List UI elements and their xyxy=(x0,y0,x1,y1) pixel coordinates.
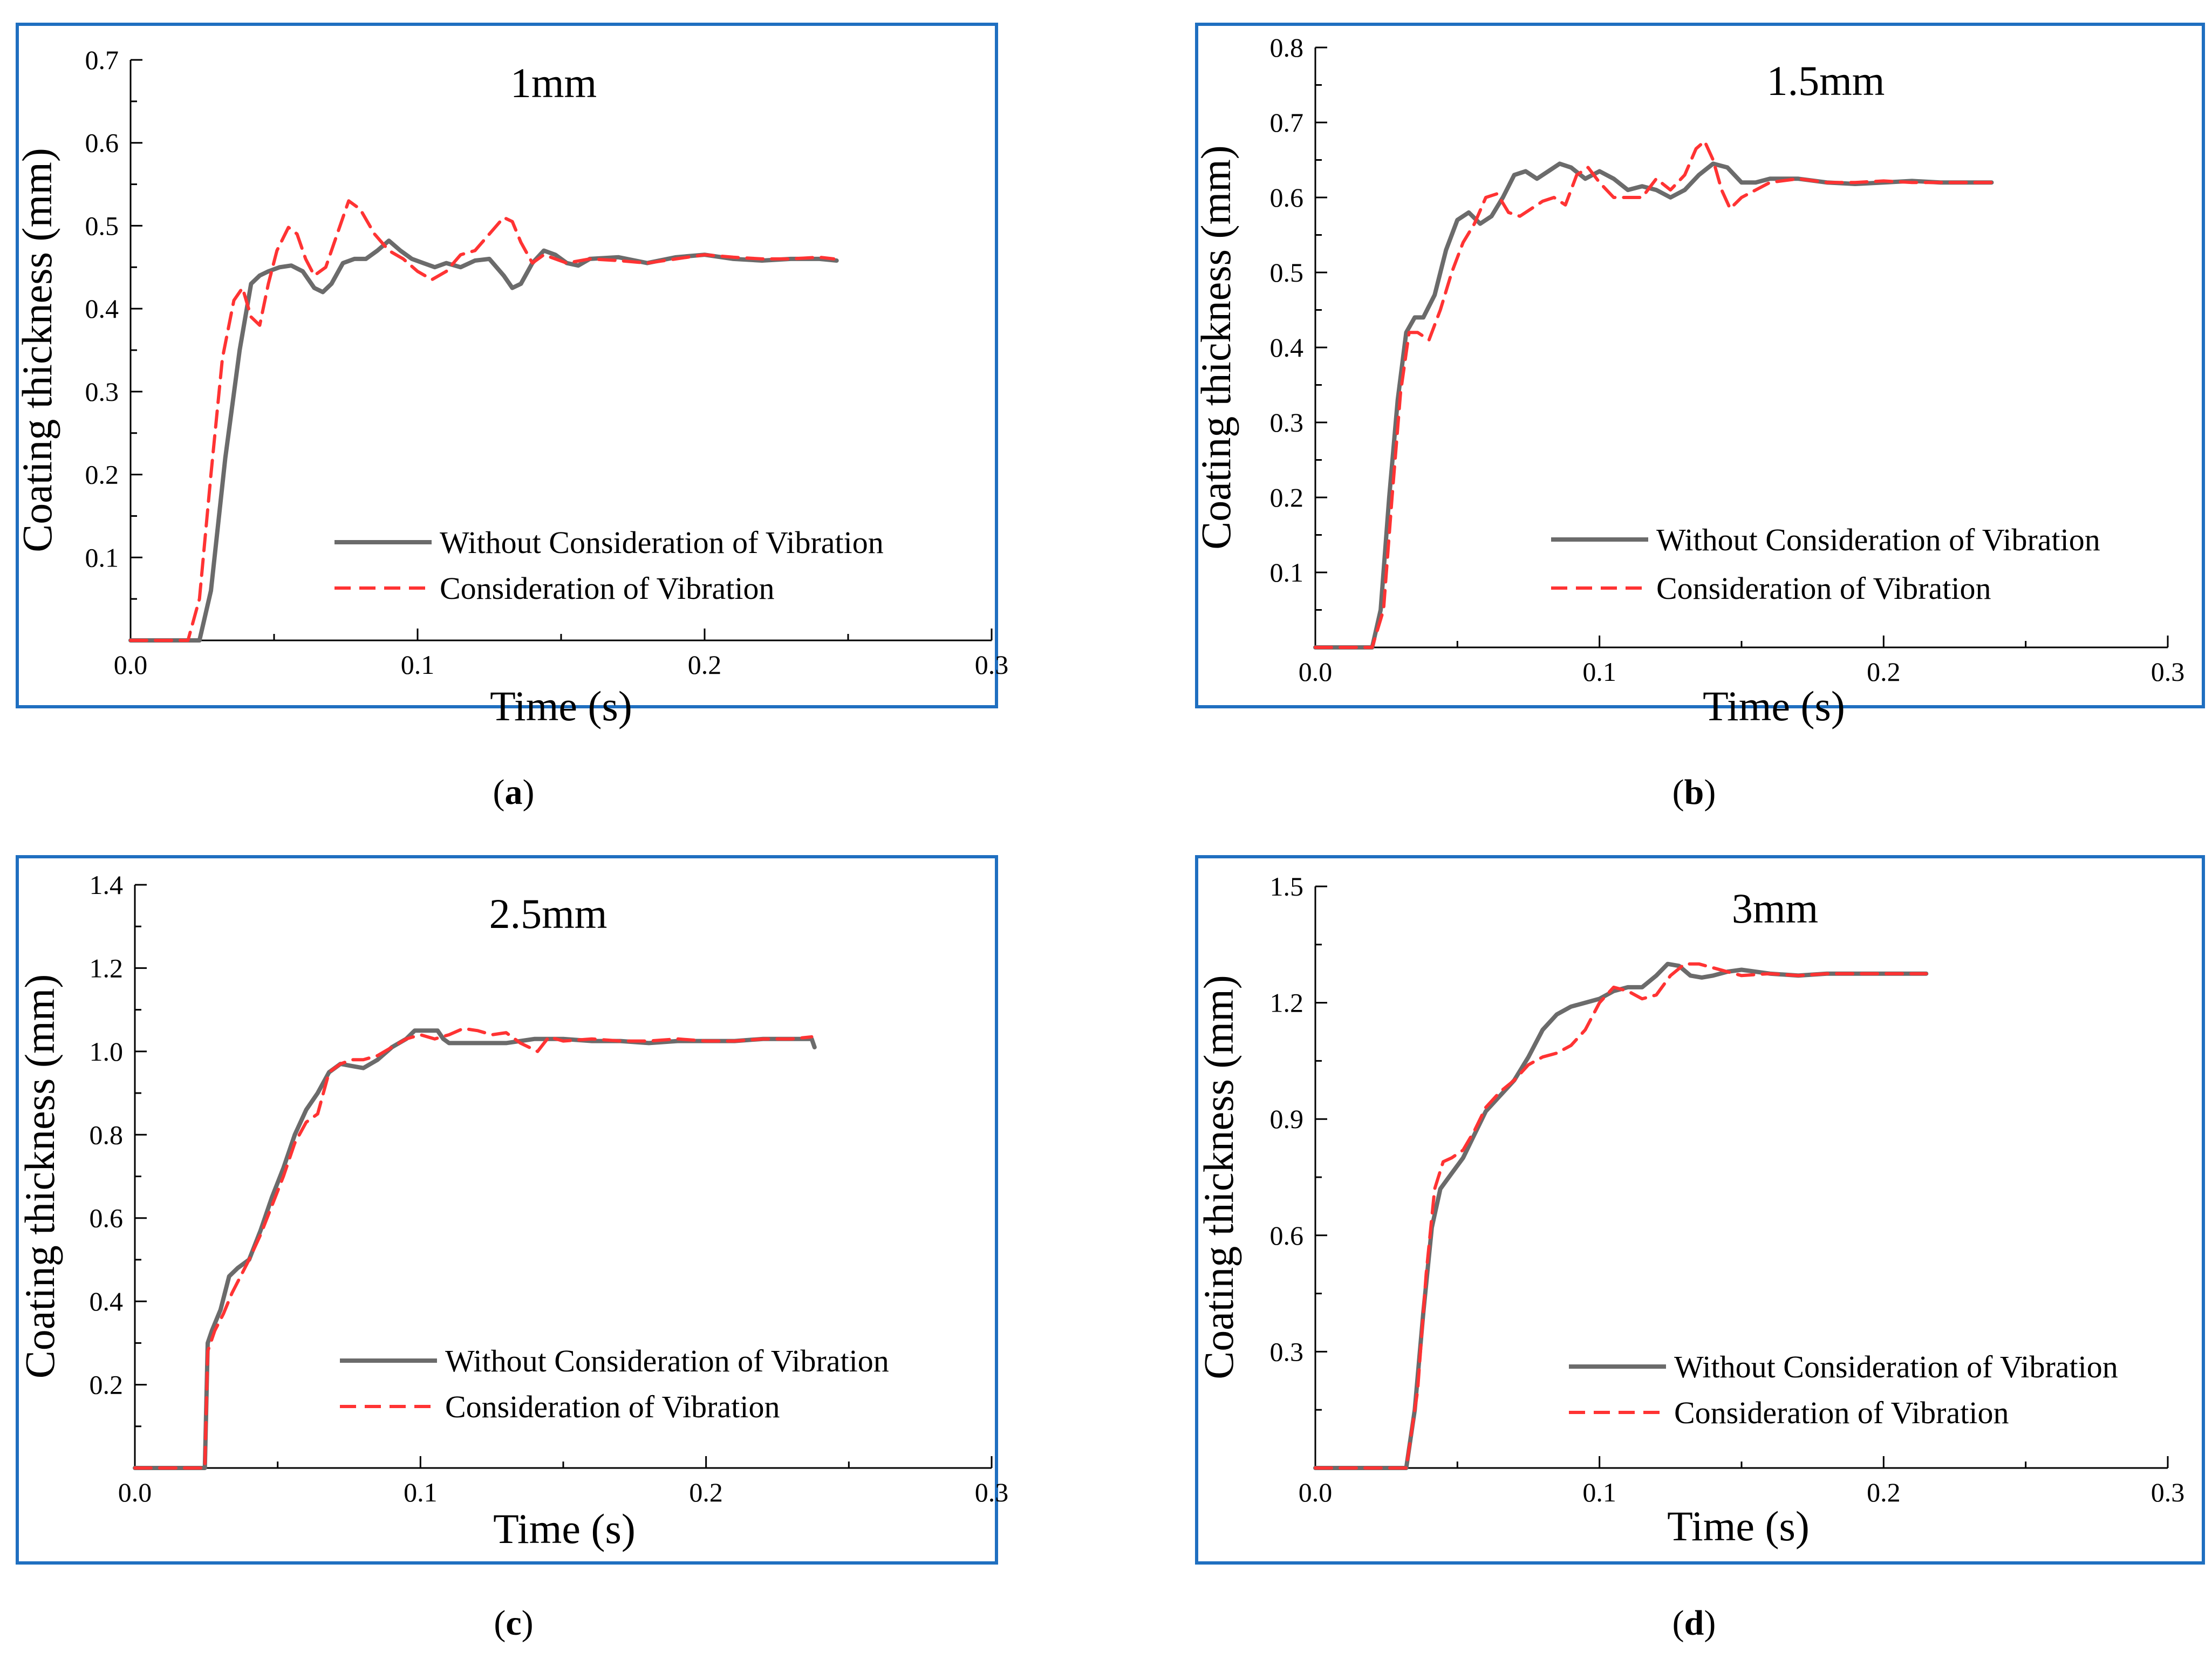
y-tick-label: 0.4 xyxy=(90,1286,124,1316)
y-tick-label: 0.3 xyxy=(1270,407,1304,438)
chart-title: 1.5mm xyxy=(1767,57,1885,104)
caption-close-paren: ) xyxy=(523,773,535,812)
x-axis-label: Time (s) xyxy=(493,1505,636,1552)
legend-label: Consideration of Vibration xyxy=(1674,1395,2009,1430)
panel-caption: (d) xyxy=(1672,1603,1716,1643)
panel-caption: (b) xyxy=(1672,773,1716,812)
y-tick-label: 1.2 xyxy=(90,953,124,983)
x-tick-label: 0.3 xyxy=(975,1477,1009,1507)
x-tick-label: 0.0 xyxy=(1299,1477,1333,1507)
x-tick-label: 0.3 xyxy=(975,650,1009,680)
legend-label: Without Consideration of Vibration xyxy=(445,1343,889,1378)
y-axis-label: Coating thickness (mm) xyxy=(13,148,60,552)
x-tick-label: 0.0 xyxy=(1299,657,1333,687)
series-line-without-vibration xyxy=(1313,161,1994,650)
y-tick-label: 0.1 xyxy=(1270,557,1304,588)
y-tick-label: 0.3 xyxy=(1270,1336,1304,1367)
caption-open-paren: ( xyxy=(493,773,505,812)
y-tick-label: 0.2 xyxy=(90,1370,124,1400)
legend-label: Without Consideration of Vibration xyxy=(1674,1349,2118,1384)
chart-panel-c: 0.0 0.1 0.2 0.3 0.2 0.4 0.6 0.8 1.0 1.2 1.4 2.5mm Ti… xyxy=(16,855,1009,1643)
y-tick-label: 0.2 xyxy=(85,460,119,490)
chart-panel-b: 0.0 0.1 0.2 0.3 0.1 0.2 0.3 0.4 0.5 0.6 0.7 0.8 1.5m… xyxy=(1192,23,2205,812)
caption-letter: b xyxy=(1684,773,1704,812)
series-line-with-vibration xyxy=(129,199,836,642)
legend-label: Without Consideration of Vibration xyxy=(1656,522,2100,557)
x-tick-label: 0.2 xyxy=(688,650,722,680)
y-tick-label: 1.5 xyxy=(1270,871,1304,902)
y-tick-label: 0.4 xyxy=(1270,332,1304,363)
panel-frame xyxy=(1195,855,2205,1565)
y-axis-label: Coating thickness (mm) xyxy=(1195,975,1242,1380)
panel-frame xyxy=(16,23,998,708)
legend-label: Consideration of Vibration xyxy=(440,571,774,606)
y-tick-label: 0.6 xyxy=(1270,1220,1304,1251)
x-axis-label: Time (s) xyxy=(1703,682,1845,729)
y-tick-label: 0.6 xyxy=(90,1203,124,1233)
caption-close-paren: ) xyxy=(1704,773,1716,812)
chart-panel-d: 0.0 0.1 0.2 0.3 0.3 0.6 0.9 1.2 1.5 3mm Time (s) Co… xyxy=(1195,855,2205,1643)
x-tick-label: 0.0 xyxy=(114,650,148,680)
legend-label: Without Consideration of Vibration xyxy=(440,525,884,560)
y-tick-label: 0.2 xyxy=(1270,482,1304,513)
legend-label: Consideration of Vibration xyxy=(445,1389,780,1424)
y-tick-label: 0.3 xyxy=(85,377,119,407)
y-tick-label: 0.7 xyxy=(1270,107,1304,138)
x-tick-label: 0.1 xyxy=(1582,657,1616,687)
x-axis-label: Time (s) xyxy=(490,682,632,729)
y-tick-label: 0.4 xyxy=(85,293,119,324)
caption-letter: c xyxy=(506,1603,521,1643)
y-tick-label: 1.4 xyxy=(90,870,124,900)
x-tick-label: 0.1 xyxy=(404,1477,438,1507)
chart-panel-a: 0.0 0.1 0.2 0.3 0.1 0.2 0.3 0.4 0.5 0.6 0.7 1mm Time… xyxy=(13,23,1009,812)
caption-close-paren: ) xyxy=(1704,1603,1716,1643)
x-tick-label: 0.2 xyxy=(689,1477,723,1507)
caption-close-paren: ) xyxy=(522,1603,534,1643)
panel-caption: (a) xyxy=(493,773,535,812)
x-axis-label: Time (s) xyxy=(1667,1503,1810,1549)
y-tick-label: 1.2 xyxy=(1270,988,1304,1018)
x-tick-label: 0.0 xyxy=(118,1477,152,1507)
caption-open-paren: ( xyxy=(1672,1603,1684,1643)
x-tick-label: 0.3 xyxy=(2151,1477,2185,1507)
series-line-without-vibration xyxy=(1313,961,1929,1470)
x-tick-label: 0.3 xyxy=(2151,657,2185,687)
legend-label: Consideration of Vibration xyxy=(1656,571,1991,606)
series-line-with-vibration xyxy=(1314,962,1928,1470)
y-tick-label: 0.7 xyxy=(85,45,119,75)
x-tick-label: 0.2 xyxy=(1867,1477,1901,1507)
chart-title: 1mm xyxy=(510,59,597,106)
caption-letter: d xyxy=(1684,1603,1704,1643)
panel-caption: (c) xyxy=(494,1603,533,1643)
x-tick-label: 0.1 xyxy=(401,650,435,680)
x-tick-label: 0.2 xyxy=(1867,657,1901,687)
y-axis-label: Coating thickness (mm) xyxy=(16,974,63,1379)
chart-title: 3mm xyxy=(1732,885,1818,932)
y-tick-label: 0.5 xyxy=(85,210,119,241)
x-tick-label: 0.1 xyxy=(1582,1477,1616,1507)
chart-title: 2.5mm xyxy=(489,890,607,937)
panel-frame xyxy=(16,855,998,1565)
caption-letter: a xyxy=(505,773,523,812)
y-tick-label: 0.6 xyxy=(1270,182,1304,213)
caption-open-paren: ( xyxy=(494,1603,506,1643)
y-tick-label: 0.5 xyxy=(1270,257,1304,288)
y-tick-label: 0.8 xyxy=(90,1119,124,1150)
series-line-with-vibration xyxy=(1314,139,1993,649)
y-tick-label: 0.6 xyxy=(85,128,119,158)
series-line-with-vibration xyxy=(133,1027,814,1470)
y-tick-label: 0.1 xyxy=(85,542,119,572)
y-axis-label: Coating thickness (mm) xyxy=(1192,145,1239,550)
panel-frame xyxy=(1195,23,2205,708)
y-tick-label: 1.0 xyxy=(90,1036,124,1067)
caption-open-paren: ( xyxy=(1672,773,1684,812)
y-tick-label: 0.8 xyxy=(1270,32,1304,63)
y-tick-label: 0.9 xyxy=(1270,1104,1304,1134)
